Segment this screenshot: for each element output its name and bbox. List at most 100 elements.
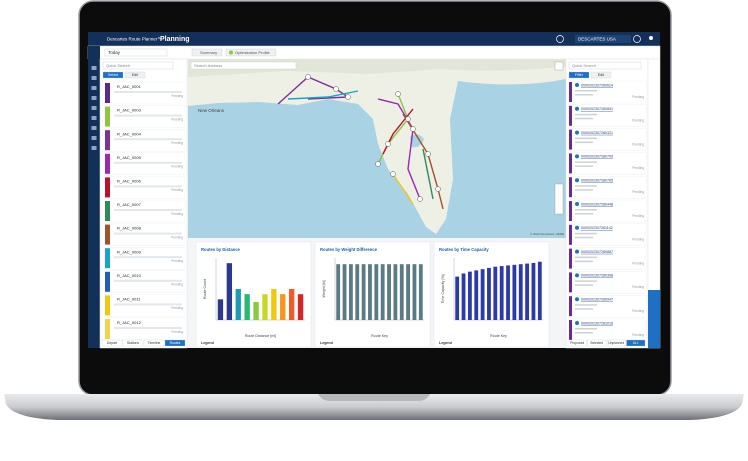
right-search-text[interactable]: Quick Search (572, 63, 596, 68)
bottom-tab-label[interactable]: ALL (633, 341, 639, 345)
filter-summary[interactable]: Summary (200, 50, 217, 55)
zoom-controls[interactable] (554, 183, 564, 215)
order-row[interactable] (567, 271, 647, 294)
order-status: Pending (632, 333, 644, 337)
map-search[interactable] (190, 61, 297, 70)
route-name[interactable]: R_JAC_0008 (117, 226, 142, 231)
order-id[interactable]: 0000202307281142 (581, 226, 613, 230)
profile-button[interactable] (225, 48, 277, 57)
panel-button-label[interactable]: Edit (598, 73, 604, 77)
route-name[interactable]: R_JAC_0001 (117, 84, 142, 89)
route-name[interactable]: R_JAC_0011 (117, 296, 141, 301)
order-id[interactable]: 0000202307280765 (581, 178, 613, 182)
route-name[interactable]: R_JAC_0009 (117, 249, 142, 254)
order-row[interactable] (567, 152, 647, 175)
order-row[interactable] (567, 199, 647, 223)
bottom-tab[interactable] (101, 339, 123, 347)
panel-button[interactable] (568, 71, 590, 79)
chart-legend: Legend (320, 341, 333, 345)
bottom-tab[interactable] (164, 339, 186, 347)
bar (342, 264, 347, 320)
order-status: Pending (632, 285, 644, 289)
bottom-tab-label[interactable]: Routes (170, 341, 181, 345)
order-row[interactable] (567, 223, 647, 246)
order-id[interactable]: 0000202307280947 (581, 297, 613, 301)
route-name[interactable]: R_JAC_0005 (117, 155, 142, 160)
panel-button[interactable] (124, 71, 146, 79)
order-id[interactable]: 0000202307280887 (581, 250, 613, 254)
route-name[interactable]: R_JAC_0010 (117, 273, 142, 278)
date[interactable]: Today (108, 50, 121, 55)
route-status: Pending (171, 330, 183, 334)
order-detail (575, 161, 597, 163)
order-row[interactable] (567, 128, 647, 151)
route-path (287, 90, 359, 100)
filter-profile[interactable]: Optimization Profile (235, 50, 270, 55)
panel-button-label[interactable]: Select (108, 73, 118, 77)
bottom-tab[interactable] (143, 339, 165, 347)
panel-button[interactable] (590, 71, 612, 79)
order-id[interactable]: 0000202307260624 (581, 83, 613, 87)
route-progress (114, 161, 182, 164)
date-select[interactable] (104, 48, 168, 57)
order-detail (575, 328, 597, 330)
order-id[interactable]: 0000202307280841 (581, 107, 613, 111)
route-name[interactable]: R_JAC_0003 (117, 108, 142, 113)
order-status: Pending (632, 190, 644, 194)
left-search-text[interactable]: Quick Search (106, 63, 130, 68)
settings-icon[interactable] (633, 35, 641, 43)
order-detail (575, 141, 593, 144)
route-name[interactable]: R_JAC_0012 (117, 320, 142, 325)
bar (262, 294, 268, 320)
route-status: Pending (171, 283, 183, 287)
map-search-text[interactable]: Search Address (194, 63, 222, 68)
side-tab-active[interactable] (648, 290, 660, 348)
order-color (569, 82, 572, 102)
order-row[interactable] (567, 295, 647, 318)
order-row[interactable] (567, 247, 647, 270)
bottom-tab[interactable] (626, 339, 646, 347)
order-row[interactable] (567, 80, 647, 104)
route-name[interactable]: R_JAC_0007 (117, 202, 142, 207)
user-icon[interactable] (649, 36, 653, 40)
bottom-tab[interactable] (606, 339, 626, 347)
bar (393, 264, 398, 320)
panel-button-label[interactable]: Filter (575, 73, 584, 77)
route-color (105, 130, 110, 151)
order-id[interactable]: 0000202307280709 (581, 155, 613, 159)
bottom-tab-label[interactable]: Selected (590, 341, 603, 345)
help-icon[interactable] (556, 35, 564, 43)
route-name[interactable]: R_JAC_0006 (117, 178, 142, 183)
order-color (569, 296, 572, 317)
bottom-tab[interactable] (567, 339, 587, 347)
order-id[interactable]: 0000202307280321 (581, 131, 613, 135)
order-color (569, 177, 572, 198)
bottom-tab-label[interactable]: Unplanned (608, 341, 624, 345)
right-search[interactable] (568, 61, 642, 70)
filter-button[interactable] (191, 48, 223, 57)
map-attribution: © 2022 Descartes, HERE (530, 232, 564, 236)
left-search[interactable] (102, 61, 174, 70)
order-id[interactable]: 0000202307280448 (581, 202, 613, 206)
order-id[interactable]: 0000202307280398 (581, 274, 613, 278)
bottom-tab-label[interactable]: Proposed (570, 341, 584, 345)
order-row[interactable] (567, 104, 647, 127)
order-row[interactable] (567, 176, 647, 199)
product-name: Descartes Route Planner™ (107, 37, 162, 42)
account[interactable]: DESCARTES USA (578, 37, 616, 42)
bottom-tab-label[interactable]: Stations (127, 341, 140, 345)
route-name[interactable]: R_JAC_0004 (117, 131, 142, 136)
bottom-tab-label[interactable]: Depart (107, 341, 117, 345)
panel-button-label[interactable]: Edit (132, 73, 138, 77)
bottom-tab-label[interactable]: Timeline (148, 341, 161, 345)
order-status: Pending (632, 142, 644, 146)
account-select[interactable] (575, 35, 631, 43)
bottom-tab[interactable] (122, 339, 144, 347)
order-id[interactable]: 0000202307281018 (581, 321, 613, 325)
order-detail (575, 260, 593, 263)
notch (318, 394, 430, 401)
bottom-tab[interactable] (587, 339, 607, 347)
panel-button[interactable] (102, 71, 124, 79)
map-layers[interactable] (554, 61, 564, 71)
